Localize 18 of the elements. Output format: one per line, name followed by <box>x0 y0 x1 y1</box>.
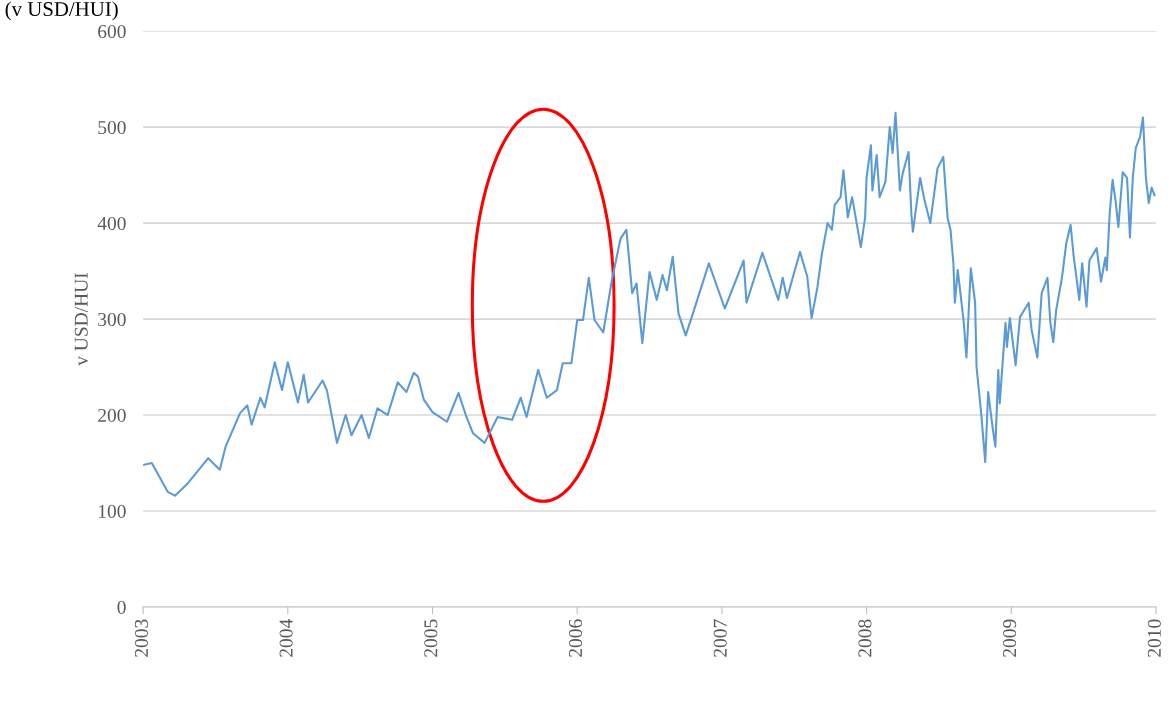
x-tick-label: 2010 <box>1147 619 1161 657</box>
x-tick-label: 2009 <box>1003 619 1017 657</box>
x-tick-label: 2005 <box>424 619 438 657</box>
line-series <box>143 111 1156 497</box>
y-tick-label: 0 <box>117 600 126 614</box>
y-tick-label: 200 <box>98 408 126 422</box>
x-tick-label: 2006 <box>568 619 583 657</box>
y-axis-title: v USD/HUI <box>74 273 88 366</box>
y-tick-label: 300 <box>98 312 126 326</box>
y-tick-label: 400 <box>97 216 126 231</box>
x-tick-label: 2003 <box>134 619 148 657</box>
chart-title: (v USD/HUI) <box>5 1 118 21</box>
y-tick-label: 600 <box>98 24 126 39</box>
y-tick-label: 100 <box>98 504 126 518</box>
y-tick-label: 500 <box>98 120 126 135</box>
x-tick-label: 2007 <box>713 619 727 657</box>
x-tick-label: 2008 <box>858 619 872 657</box>
x-tick-label: 2004 <box>279 619 293 657</box>
